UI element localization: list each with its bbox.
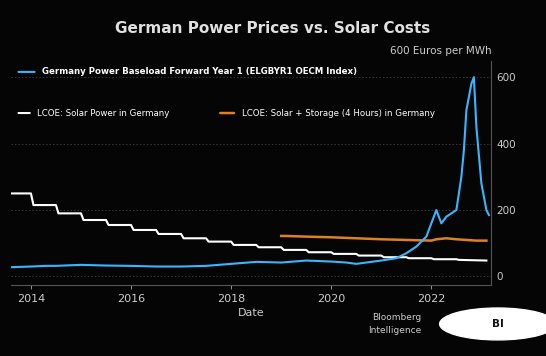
- Text: Bloomberg
Intelligence: Bloomberg Intelligence: [367, 313, 421, 335]
- X-axis label: Date: Date: [238, 308, 264, 318]
- Text: LCOE: Solar Power in Germany: LCOE: Solar Power in Germany: [37, 109, 170, 117]
- Text: LCOE: Solar + Storage (4 Hours) in Germany: LCOE: Solar + Storage (4 Hours) in Germa…: [241, 109, 435, 117]
- Text: Germany Power Baseload Forward Year 1 (ELGBYR1 OECM Index): Germany Power Baseload Forward Year 1 (E…: [42, 67, 357, 77]
- Circle shape: [440, 308, 546, 340]
- Text: German Power Prices vs. Solar Costs: German Power Prices vs. Solar Costs: [115, 21, 431, 36]
- Text: 600 Euros per MWh: 600 Euros per MWh: [390, 46, 491, 56]
- Text: BI: BI: [492, 319, 503, 329]
